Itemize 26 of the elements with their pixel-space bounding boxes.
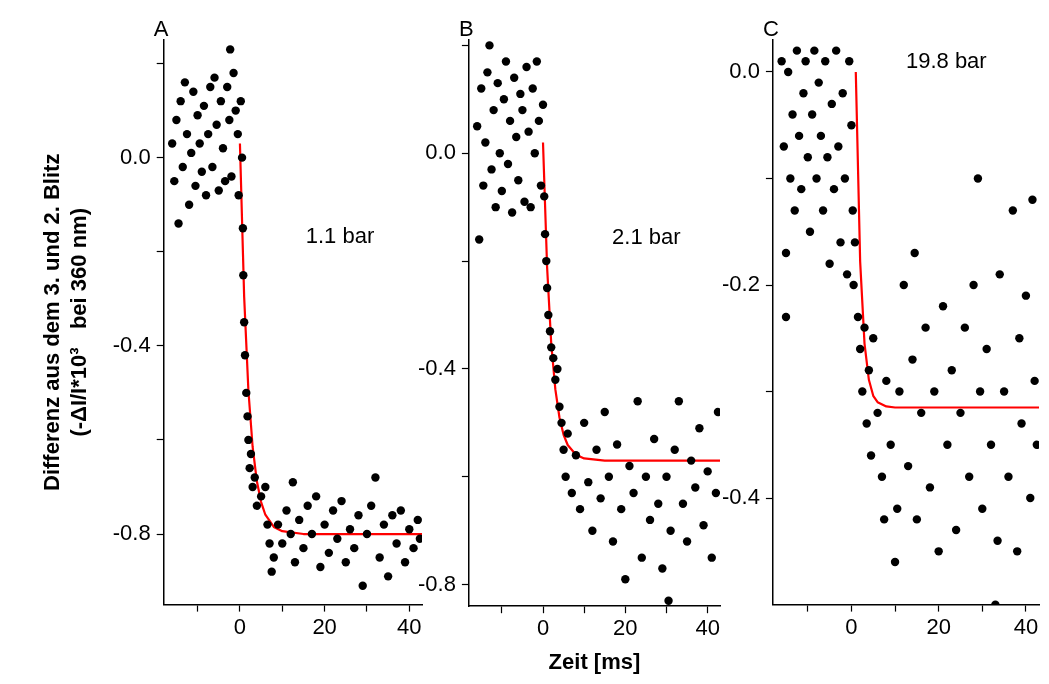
x-tick-label: 40: [1013, 613, 1039, 639]
chart-title: A: [153, 16, 169, 41]
x-tick-label: 20: [613, 615, 638, 641]
y-axis-title: Differenz aus dem 3. und 2. Blitz (-ΔI/I*10³ bei 360 nm): [39, 153, 91, 491]
x-tick-label: 0: [233, 613, 247, 639]
x-tick-label: 0: [845, 613, 858, 639]
annotation: 2.1 bar: [612, 223, 681, 249]
y-tick-label: -0.2: [721, 271, 760, 297]
y-tick-label: -0.4: [417, 355, 456, 380]
y-tick-label: -0.4: [112, 331, 151, 357]
x-tick-label: 40: [397, 613, 422, 639]
annotation: 19.8 bar: [905, 48, 987, 74]
y-tick-label: 0.0: [729, 58, 760, 84]
y-tick-label: -0.4: [721, 484, 760, 510]
y-tick-label: -0.8: [112, 520, 151, 546]
x-axis-title: Zeit [ms]: [548, 648, 641, 674]
x-tick-label: 0: [536, 615, 550, 641]
chart-title: B: [458, 16, 474, 41]
x-tick-label: 20: [926, 613, 951, 639]
y-tick-label: -0.8: [417, 570, 456, 596]
y-tick-label: 0.0: [120, 143, 151, 169]
x-tick-label: 40: [695, 615, 720, 641]
x-tick-label: 20: [312, 613, 337, 639]
annotation: 1.1 bar: [305, 223, 375, 249]
chart-title: C: [762, 16, 779, 41]
y-tick-label: 0.0: [425, 139, 456, 165]
